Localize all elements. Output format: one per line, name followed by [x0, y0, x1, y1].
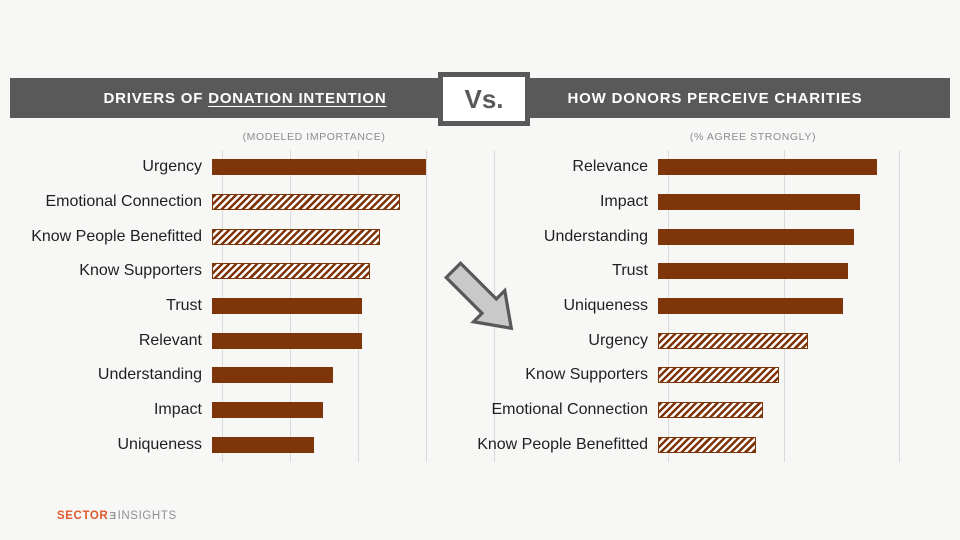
category-label: Know People Benefitted	[31, 227, 202, 245]
logo-insights-text: INSIGHTS	[117, 510, 177, 522]
bar-track	[212, 219, 484, 254]
category-label: Know Supporters	[525, 366, 648, 384]
bar-track	[658, 323, 920, 358]
bar-row: Emotional Connection	[10, 185, 494, 220]
category-label: Emotional Connection	[491, 401, 648, 419]
bar-row: Trust	[10, 289, 494, 324]
bar-row: Impact	[10, 393, 494, 428]
bar-track	[658, 150, 920, 185]
bar-track	[658, 427, 920, 462]
bar-track	[212, 393, 484, 428]
vs-label: Vs.	[464, 83, 504, 114]
bar-row: Urgency	[10, 150, 494, 185]
right-chart-rows: Relevance Impact Understanding Trust Uniquen…	[460, 150, 930, 462]
bar-track	[212, 254, 484, 289]
bar-hatched	[658, 402, 764, 419]
transfer-arrow	[436, 250, 528, 348]
category-label: Impact	[153, 401, 202, 419]
bar-row: Uniqueness	[10, 427, 494, 462]
right-title-text: HOW DONORS PERCEIVE CHARITIES	[567, 89, 863, 107]
bar-track	[212, 289, 484, 324]
bar-track	[658, 393, 920, 428]
bar-hatched	[212, 263, 371, 280]
bar-hatched	[212, 194, 400, 210]
bar-solid	[212, 298, 362, 315]
left-title-prefix: DRIVERS OF	[103, 89, 204, 107]
gridline	[426, 150, 427, 462]
category-label: Relevant	[138, 331, 202, 349]
gridline	[899, 150, 901, 462]
category-label: Relevance	[572, 158, 648, 176]
bar-solid	[212, 332, 362, 349]
category-label: Impact	[599, 193, 648, 210]
category-label: Uniqueness	[563, 297, 649, 315]
bar-track	[212, 427, 484, 462]
category-label: Uniqueness	[117, 435, 203, 453]
bar-hatched	[658, 367, 780, 384]
bar-row: Know Supporters	[460, 358, 930, 393]
bar-solid	[658, 228, 854, 245]
bar-row: Relevant	[10, 323, 494, 358]
bar-track	[212, 323, 484, 358]
bar-solid	[658, 263, 848, 280]
bar-track	[658, 289, 920, 324]
bar-track	[658, 219, 920, 254]
category-label: Know Supporters	[79, 262, 202, 280]
bar-solid	[212, 159, 427, 176]
logo-three-glyph: Ǝ	[109, 511, 117, 522]
category-label: Understanding	[543, 227, 648, 245]
right-bar-chart: Relevance Impact Understanding Trust Uniquen…	[460, 150, 930, 462]
vs-badge: Vs.	[438, 72, 530, 126]
left-title-underlined: DONATION INTENTION	[208, 89, 387, 107]
left-chart-rows: Urgency Emotional Connection Know People B…	[10, 150, 494, 462]
bar-row: Understanding	[460, 219, 930, 254]
left-chart-title: DRIVERS OF DONATION INTENTION	[10, 78, 480, 118]
logo-sector-text: SECTOR	[57, 510, 109, 522]
bar-track	[658, 358, 920, 393]
bar-row: Know Supporters	[10, 254, 494, 289]
category-label: Urgency	[588, 331, 648, 349]
bar-track	[658, 185, 920, 220]
bar-solid	[212, 367, 334, 384]
right-chart-subtitle: (% AGREE STRONGLY)	[689, 131, 817, 143]
right-chart-title: HOW DONORS PERCEIVE CHARITIES	[480, 78, 950, 118]
bar-solid	[212, 436, 314, 453]
bar-hatched	[212, 228, 381, 245]
bar-row: Understanding	[10, 358, 494, 393]
bar-solid	[212, 402, 323, 419]
bar-hatched	[658, 436, 756, 453]
bar-solid	[658, 298, 843, 315]
bar-track	[212, 150, 484, 185]
left-bar-chart: Urgency Emotional Connection Know People B…	[10, 150, 495, 462]
category-label: Emotional Connection	[45, 193, 202, 210]
bar-row: Know People Benefitted	[460, 427, 930, 462]
bar-row: Relevance	[460, 150, 930, 185]
left-chart-subtitle: (MODELED IMPORTANCE)	[242, 131, 386, 143]
bar-track	[658, 254, 920, 289]
down-right-arrow-icon	[443, 260, 514, 331]
category-label: Trust	[612, 262, 648, 280]
bar-solid	[658, 194, 860, 210]
bar-track	[212, 185, 484, 220]
bar-row: Trust	[460, 254, 930, 289]
category-label: Know People Benefitted	[477, 435, 648, 453]
bar-track	[212, 358, 484, 393]
category-label: Urgency	[142, 158, 202, 176]
category-label: Trust	[166, 297, 202, 315]
bar-hatched	[658, 332, 809, 349]
bar-row: Impact	[460, 185, 930, 220]
bar-solid	[658, 159, 878, 176]
bar-row: Urgency	[460, 323, 930, 358]
bar-row: Uniqueness	[460, 289, 930, 324]
footer-logo: SECTORƎINSIGHTS	[57, 510, 177, 522]
bar-row: Emotional Connection	[460, 393, 930, 428]
category-label: Understanding	[97, 366, 202, 384]
bar-row: Know People Benefitted	[10, 219, 494, 254]
